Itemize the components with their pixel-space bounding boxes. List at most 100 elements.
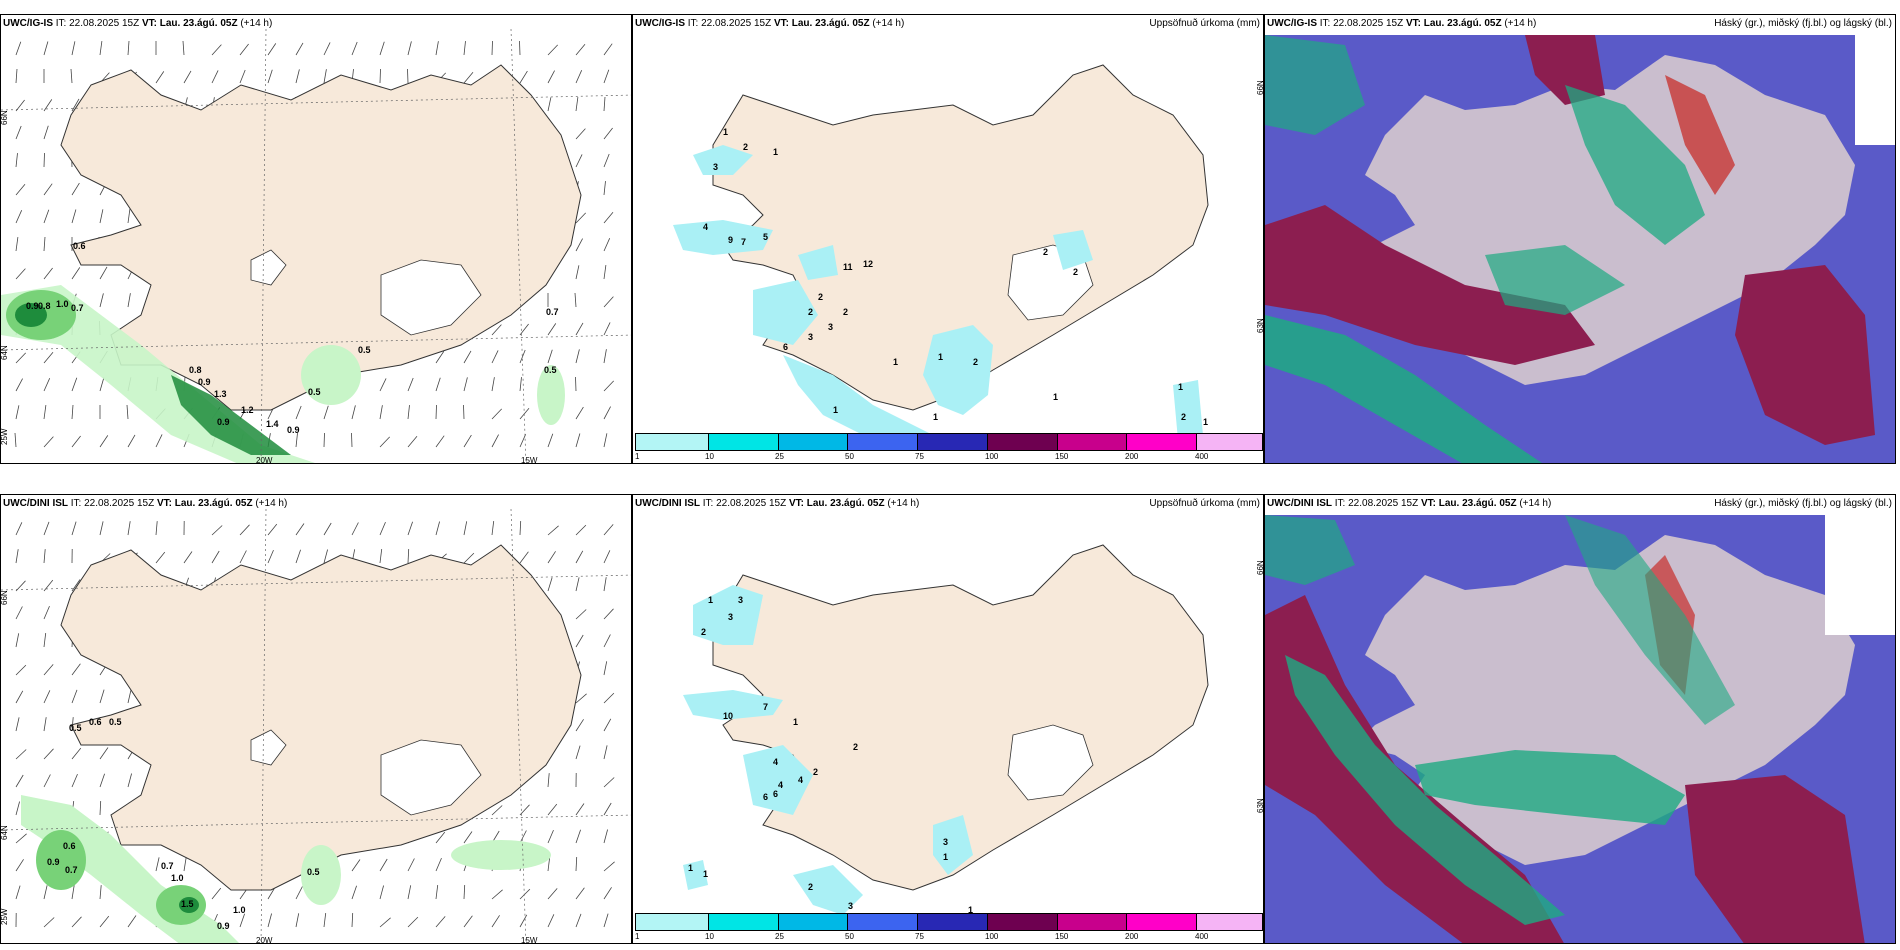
wind-barb — [603, 692, 615, 704]
wind-barb — [71, 579, 81, 592]
wind-barb — [99, 377, 105, 392]
wind-barb — [71, 209, 77, 224]
wind-barb — [603, 322, 611, 336]
precip-value: 1 — [933, 412, 938, 422]
precip-zone — [301, 345, 361, 405]
wind-barb — [71, 521, 77, 536]
axis-label-lat64: 63N — [1256, 318, 1264, 333]
wind-barb — [15, 41, 22, 56]
wind-barb — [575, 887, 585, 900]
precip-panel-bottom: UWC/DINI ISL IT: 22.08.2025 15Z VT: Lau.… — [632, 494, 1264, 944]
wind-barb — [295, 549, 301, 564]
cloud-band-green — [1285, 655, 1565, 925]
wind-barb — [211, 44, 222, 56]
glacier — [250, 729, 287, 766]
cloud-band-green — [1565, 85, 1705, 245]
wind-barb — [43, 748, 54, 760]
wind-barb — [127, 689, 132, 704]
cloud-band-red — [1685, 775, 1865, 943]
wind-barb — [43, 549, 46, 564]
wind-barb — [323, 405, 329, 420]
wind-barb — [211, 550, 220, 564]
wind-barb — [547, 857, 551, 872]
precip-value: 3 — [828, 322, 833, 332]
wind-barb — [99, 266, 108, 280]
wind-barb — [43, 267, 53, 280]
wind-barb — [323, 913, 327, 928]
wind-barb — [463, 915, 473, 928]
wind-value: 1.0 — [171, 873, 184, 883]
wind-barb — [15, 184, 26, 196]
wind-barb — [267, 43, 277, 56]
precip-area — [783, 355, 933, 445]
precip-value: 7 — [763, 702, 768, 712]
axis-label-lat66: 66N — [1, 590, 9, 605]
wind-barb — [575, 406, 584, 420]
wind-barb — [547, 551, 556, 564]
wind-barb — [267, 549, 274, 564]
glacier — [380, 739, 482, 816]
wind-barb — [155, 521, 158, 536]
wind-barb — [183, 551, 193, 564]
axis-label-lat66: 66N — [1, 110, 9, 125]
wind-barb — [603, 181, 606, 196]
wind-barb — [15, 774, 24, 788]
wind-barb — [127, 915, 137, 928]
precip-value: 1 — [723, 127, 728, 137]
precip-value: 6 — [773, 789, 778, 799]
wind-barb — [379, 858, 388, 872]
wind-barb — [407, 521, 413, 536]
wind-barb — [491, 377, 495, 392]
wind-barb — [547, 829, 554, 844]
wind-value: 0.9 — [26, 301, 39, 311]
precip-value: 2 — [743, 142, 748, 152]
panel-subtitle: Uppsöfnuð úrkoma (mm) — [1149, 18, 1260, 29]
colorbar-bin — [1127, 434, 1198, 450]
wind-barb — [603, 661, 608, 676]
wind-barb — [15, 801, 20, 816]
precip-value: 9 — [728, 235, 733, 245]
wind-barb — [574, 292, 577, 308]
colorbar-bin — [918, 434, 988, 450]
wind-barb — [575, 322, 584, 336]
clear-sky — [1855, 35, 1895, 145]
panel-title: UWC/IG-IS IT: 22.08.2025 15Z VT: Lau. 23… — [1267, 18, 1537, 29]
iceland-land — [712, 544, 1209, 891]
precip-value: 2 — [808, 882, 813, 892]
colorbar-tick: 10 — [705, 452, 714, 461]
wind-barb — [519, 70, 528, 84]
wind-barb — [463, 404, 465, 420]
precip-value: 3 — [728, 612, 733, 622]
wind-barb — [519, 520, 522, 536]
wind-barb — [463, 521, 468, 536]
wind-barb — [603, 777, 615, 788]
wind-barb — [295, 405, 302, 420]
wind-barb — [435, 435, 445, 448]
wind-barb — [183, 857, 187, 872]
wind-barb — [603, 861, 615, 872]
wind-barb — [43, 378, 51, 392]
wind-barb — [43, 774, 51, 788]
colorbar-bin — [778, 434, 849, 450]
wind-barb — [71, 885, 75, 900]
wind-barb — [575, 634, 584, 648]
colorbar-tick: 25 — [775, 452, 784, 461]
precip-value: 2 — [813, 767, 818, 777]
wind-barb — [239, 913, 245, 928]
precip-value: 3 — [713, 162, 718, 172]
precip-value: 1 — [1178, 382, 1183, 392]
wind-barb — [463, 41, 466, 56]
colorbar-bin — [1197, 434, 1263, 450]
wind-barb — [463, 350, 472, 364]
wind-barb — [575, 212, 586, 224]
wind-barb — [379, 521, 386, 536]
colorbar-bin — [708, 434, 779, 450]
wind-barb — [575, 856, 578, 872]
wind-barb — [15, 833, 27, 844]
precip-area — [1053, 230, 1093, 270]
colorbar-tick: 1 — [635, 932, 640, 941]
wind-barb — [155, 71, 165, 84]
wind-barb — [575, 609, 587, 620]
wind-barb — [323, 42, 331, 56]
wind-value: 0.6 — [89, 717, 102, 727]
